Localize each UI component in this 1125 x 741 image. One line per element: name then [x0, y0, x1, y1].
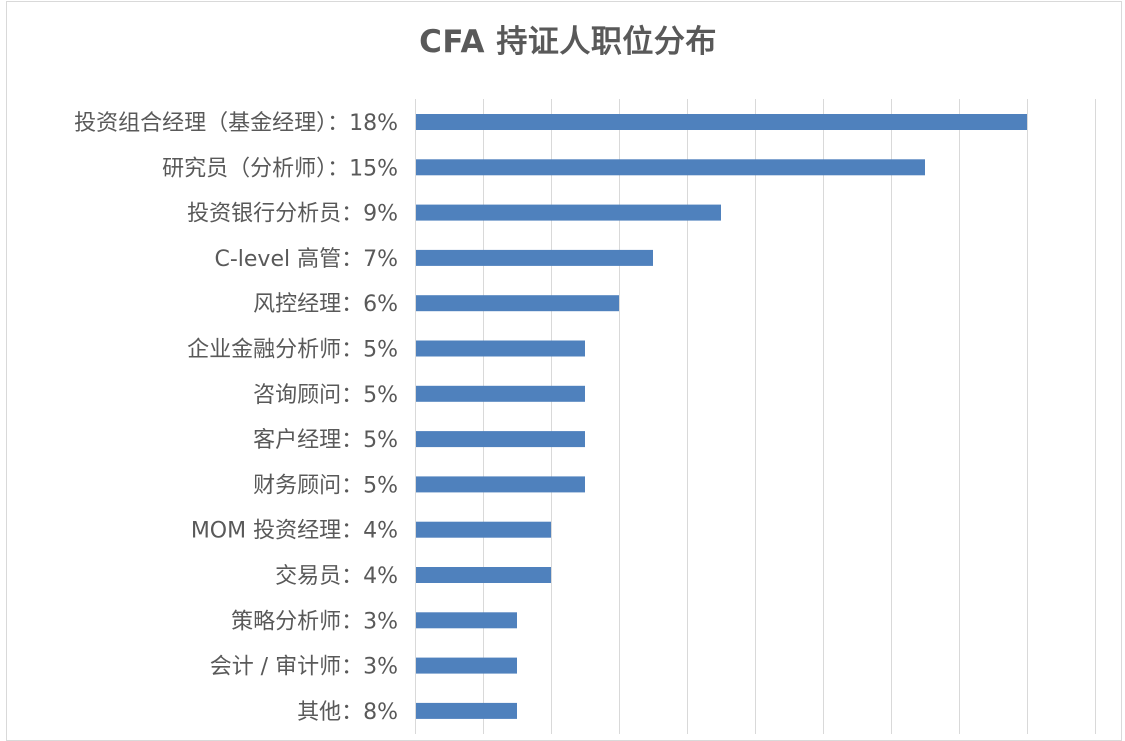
category-label: 交易员：4%	[275, 564, 398, 589]
bar	[416, 385, 585, 402]
category-label: 风控经理：6%	[253, 292, 398, 317]
bar	[416, 476, 585, 493]
bar	[416, 657, 517, 674]
category-label: 投资银行分析员：9%	[187, 202, 398, 227]
category-label: 策略分析师：3%	[231, 609, 398, 634]
bar	[416, 204, 721, 221]
category-label: 投资组合经理（基金经理）：18%	[74, 111, 398, 136]
bar	[416, 612, 517, 629]
category-labels: 投资组合经理（基金经理）：18% 研究员（分析师）：15% 投资银行分析员：9% C-…	[74, 111, 398, 725]
bar	[416, 295, 619, 312]
bar	[416, 114, 1027, 130]
bar	[416, 521, 551, 538]
gridlines	[415, 99, 1096, 734]
bar	[416, 159, 925, 176]
bar	[416, 340, 585, 357]
chart-title: CFA 持证人职位分布	[419, 24, 717, 60]
category-label: 财务顾问：5%	[253, 473, 398, 498]
category-label: 咨询顾问：5%	[253, 383, 398, 408]
bars	[416, 114, 1027, 719]
bar	[416, 431, 585, 448]
bar	[416, 567, 551, 583]
category-label: 企业金融分析师：5%	[187, 338, 398, 363]
bar	[416, 702, 517, 719]
category-label: 研究员（分析师）：15%	[162, 156, 398, 181]
category-label: C-level 高管：7%	[214, 247, 398, 272]
category-label: MOM 投资经理：4%	[191, 519, 398, 544]
category-label: 客户经理：5%	[253, 428, 398, 453]
category-label: 其他：8%	[297, 700, 398, 725]
bar	[416, 249, 653, 266]
category-label: 会计 / 审计师：3%	[210, 655, 398, 680]
